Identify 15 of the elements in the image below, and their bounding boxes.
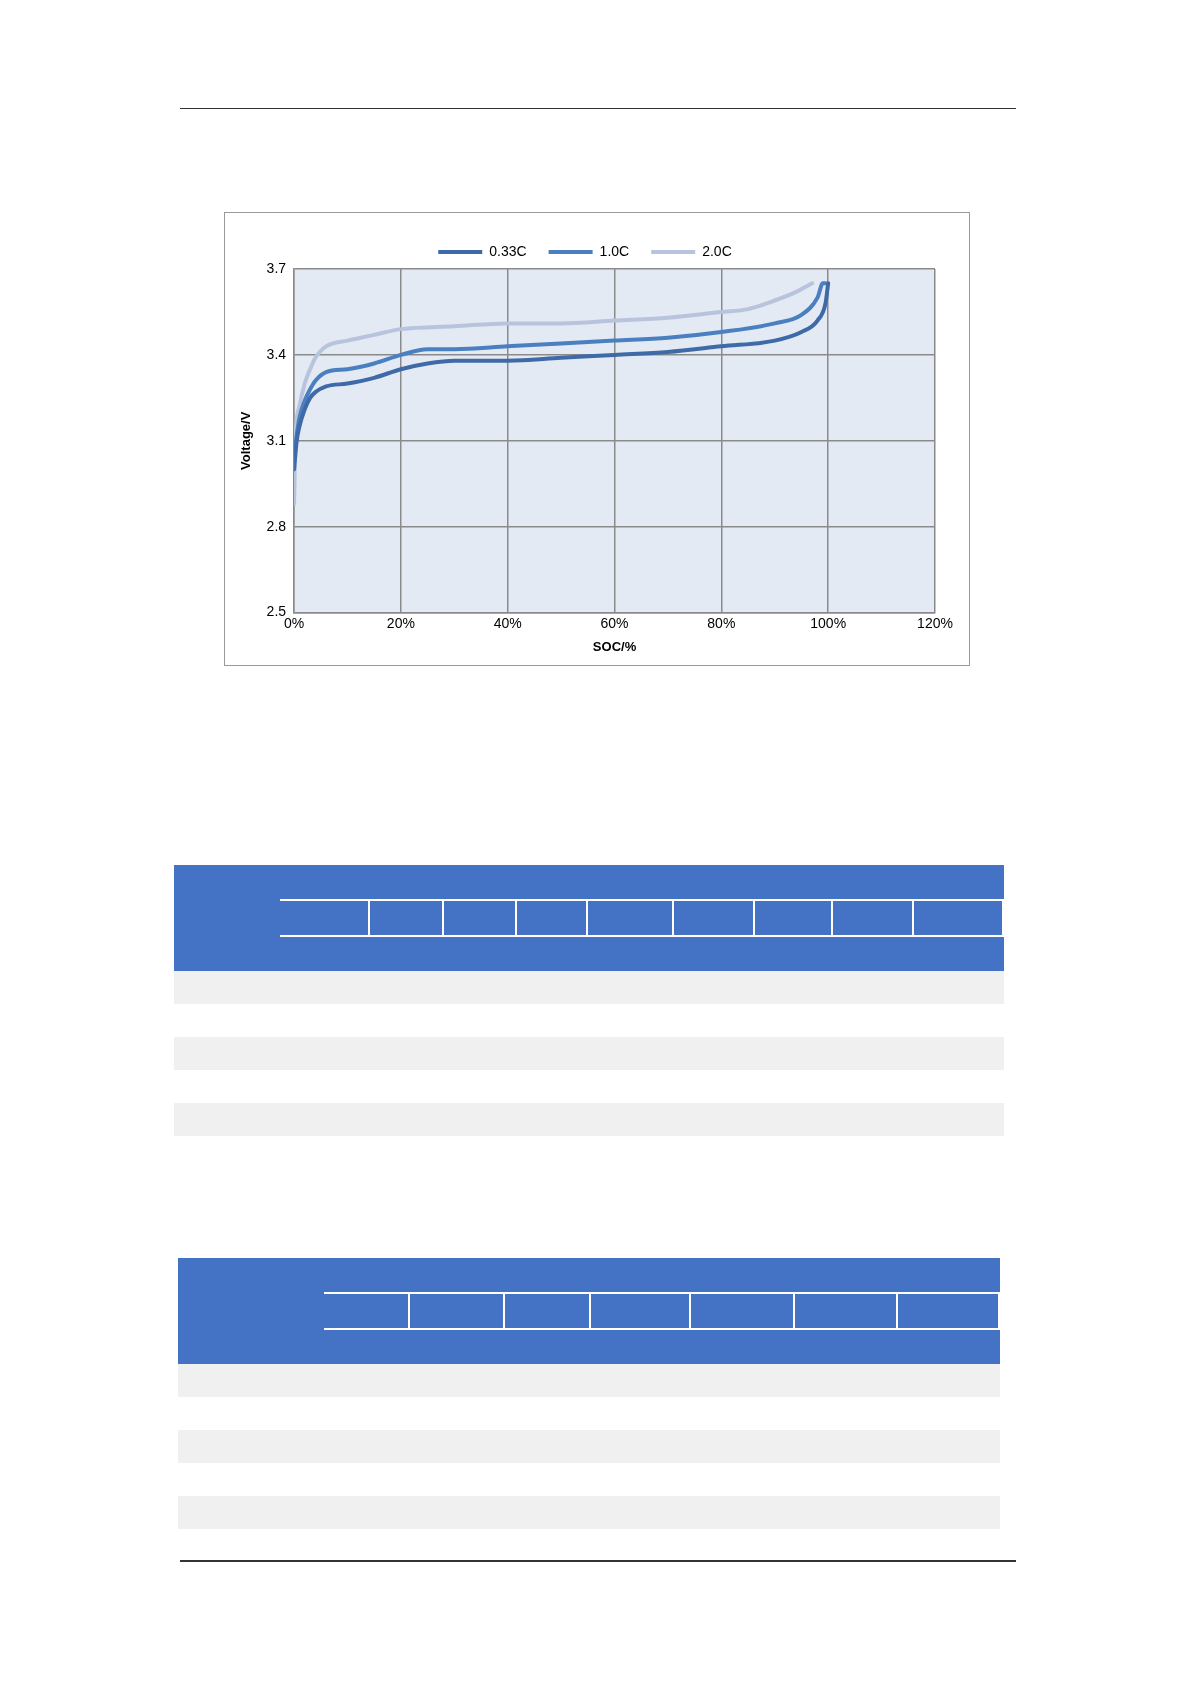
x-tick-label: 20% [386,614,415,631]
x-tick-label: 40% [493,614,522,631]
y-tick-label: 3.7 [266,259,287,276]
legend-label: 2.0C [702,242,732,259]
x-tick-label: 80% [707,614,736,631]
x-tick-label: 120% [917,614,953,631]
y-tick-label: 3.1 [266,431,287,448]
y-tick-label: 2.8 [266,517,287,534]
y-axis-title: Voltage/V [238,411,254,470]
x-axis-title: SOC/% [592,638,637,654]
x-tick-label: 60% [600,614,629,631]
legend-label: 0.33C [489,242,527,259]
y-tick-label: 3.4 [266,345,287,362]
legend-label: 1.0C [599,242,630,259]
x-tick-label: 100% [810,614,847,631]
